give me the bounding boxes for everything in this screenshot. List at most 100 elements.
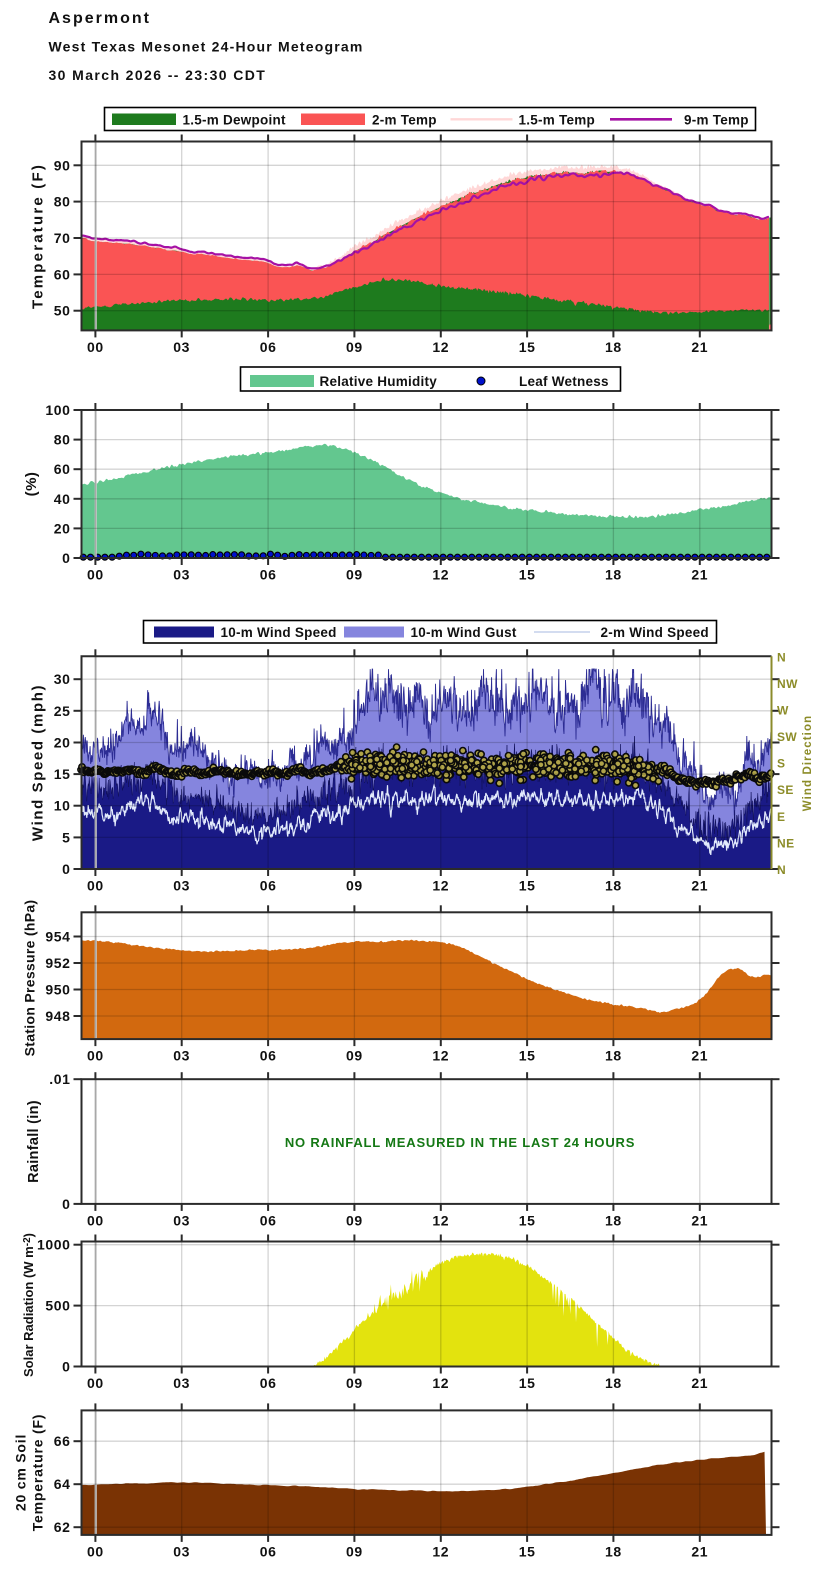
svg-text:03: 03 xyxy=(173,339,190,355)
svg-text:00: 00 xyxy=(87,1048,104,1064)
svg-text:90: 90 xyxy=(54,157,71,173)
svg-text:(%): (%) xyxy=(23,472,40,497)
svg-text:06: 06 xyxy=(260,1375,277,1391)
svg-text:03: 03 xyxy=(173,1375,190,1391)
svg-text:40: 40 xyxy=(54,491,71,507)
svg-text:30 March 2026 -- 23:30 CDT: 30 March 2026 -- 23:30 CDT xyxy=(49,67,267,83)
svg-text:12: 12 xyxy=(432,1543,449,1559)
svg-text:18: 18 xyxy=(605,1543,622,1559)
svg-text:70: 70 xyxy=(54,230,71,246)
svg-text:Relative Humidity: Relative Humidity xyxy=(320,374,438,389)
svg-text:1.5-m Dewpoint: 1.5-m Dewpoint xyxy=(183,113,287,128)
svg-text:06: 06 xyxy=(260,1543,277,1559)
svg-text:N: N xyxy=(777,650,786,664)
svg-text:30: 30 xyxy=(54,671,71,687)
svg-text:00: 00 xyxy=(87,339,104,355)
svg-text:954: 954 xyxy=(45,929,70,945)
svg-text:15: 15 xyxy=(519,1543,536,1559)
svg-text:18: 18 xyxy=(605,1048,622,1064)
svg-text:80: 80 xyxy=(54,194,71,210)
svg-text:Rainfall (in): Rainfall (in) xyxy=(26,1100,42,1183)
svg-text:03: 03 xyxy=(173,1212,190,1228)
svg-text:21: 21 xyxy=(691,1543,708,1559)
svg-text:03: 03 xyxy=(173,567,190,583)
svg-text:18: 18 xyxy=(605,339,622,355)
svg-text:12: 12 xyxy=(432,1048,449,1064)
svg-text:.01: .01 xyxy=(49,1071,70,1087)
svg-text:12: 12 xyxy=(432,1212,449,1228)
svg-text:00: 00 xyxy=(87,1375,104,1391)
svg-text:20: 20 xyxy=(54,520,71,536)
svg-text:948: 948 xyxy=(45,1008,70,1024)
svg-text:10-m Wind Gust: 10-m Wind Gust xyxy=(411,625,517,640)
svg-text:950: 950 xyxy=(45,982,70,998)
svg-text:Temperature (F): Temperature (F) xyxy=(30,163,47,309)
svg-text:5: 5 xyxy=(62,829,70,845)
svg-text:06: 06 xyxy=(260,878,277,894)
svg-text:15: 15 xyxy=(519,878,536,894)
svg-text:06: 06 xyxy=(260,339,277,355)
svg-text:15: 15 xyxy=(519,567,536,583)
svg-text:21: 21 xyxy=(691,878,708,894)
svg-text:12: 12 xyxy=(432,339,449,355)
svg-text:Aspermont: Aspermont xyxy=(49,10,151,27)
svg-text:21: 21 xyxy=(691,567,708,583)
svg-text:12: 12 xyxy=(432,567,449,583)
svg-text:09: 09 xyxy=(346,1212,363,1228)
svg-text:09: 09 xyxy=(346,1375,363,1391)
svg-text:100: 100 xyxy=(45,402,70,418)
svg-text:18: 18 xyxy=(605,1375,622,1391)
svg-text:21: 21 xyxy=(691,1048,708,1064)
svg-text:06: 06 xyxy=(260,1048,277,1064)
svg-text:0: 0 xyxy=(62,1359,70,1375)
svg-text:09: 09 xyxy=(346,1048,363,1064)
svg-text:952: 952 xyxy=(45,955,70,971)
svg-text:9-m Temp: 9-m Temp xyxy=(684,113,749,128)
svg-text:E: E xyxy=(777,810,785,824)
svg-text:Leaf Wetness: Leaf Wetness xyxy=(519,374,609,389)
svg-text:15: 15 xyxy=(519,1048,536,1064)
svg-text:12: 12 xyxy=(432,1375,449,1391)
svg-text:06: 06 xyxy=(260,567,277,583)
svg-text:1000: 1000 xyxy=(37,1237,71,1253)
svg-text:80: 80 xyxy=(54,432,71,448)
svg-text:09: 09 xyxy=(346,567,363,583)
svg-text:06: 06 xyxy=(260,1212,277,1228)
svg-text:60: 60 xyxy=(54,266,71,282)
svg-text:60: 60 xyxy=(54,461,71,477)
svg-text:Station Pressure (hPa): Station Pressure (hPa) xyxy=(22,900,38,1057)
svg-text:Wind Speed (mph): Wind Speed (mph) xyxy=(30,684,47,841)
svg-text:18: 18 xyxy=(605,1212,622,1228)
svg-text:66: 66 xyxy=(54,1433,71,1449)
svg-text:62: 62 xyxy=(54,1519,71,1535)
svg-text:500: 500 xyxy=(45,1298,70,1314)
svg-text:West Texas Mesonet 24-Hour Met: West Texas Mesonet 24-Hour Meteogram xyxy=(49,39,364,55)
svg-text:21: 21 xyxy=(691,1212,708,1228)
svg-text:21: 21 xyxy=(691,1375,708,1391)
svg-text:03: 03 xyxy=(173,1048,190,1064)
svg-text:64: 64 xyxy=(54,1476,71,1492)
svg-text:0: 0 xyxy=(62,861,70,877)
svg-text:10: 10 xyxy=(54,798,71,814)
svg-text:12: 12 xyxy=(432,878,449,894)
svg-text:09: 09 xyxy=(346,878,363,894)
svg-text:W: W xyxy=(777,704,789,718)
svg-text:NW: NW xyxy=(777,677,798,691)
svg-text:50: 50 xyxy=(54,303,71,319)
svg-text:00: 00 xyxy=(87,567,104,583)
svg-text:03: 03 xyxy=(173,1543,190,1559)
svg-text:Temperature (F): Temperature (F) xyxy=(30,1414,46,1532)
svg-text:15: 15 xyxy=(519,339,536,355)
svg-text:15: 15 xyxy=(519,1212,536,1228)
svg-text:Wind Direction: Wind Direction xyxy=(802,715,814,811)
svg-text:SW: SW xyxy=(777,730,797,744)
svg-text:09: 09 xyxy=(346,1543,363,1559)
svg-text:03: 03 xyxy=(173,878,190,894)
svg-text:21: 21 xyxy=(691,339,708,355)
svg-text:NO RAINFALL MEASURED IN THE LA: NO RAINFALL MEASURED IN THE LAST 24 HOUR… xyxy=(285,1135,635,1150)
svg-text:20 cm Soil: 20 cm Soil xyxy=(13,1434,29,1511)
svg-text:N: N xyxy=(777,863,786,877)
svg-text:18: 18 xyxy=(605,567,622,583)
svg-text:10-m Wind Speed: 10-m Wind Speed xyxy=(221,625,337,640)
svg-text:00: 00 xyxy=(87,1543,104,1559)
